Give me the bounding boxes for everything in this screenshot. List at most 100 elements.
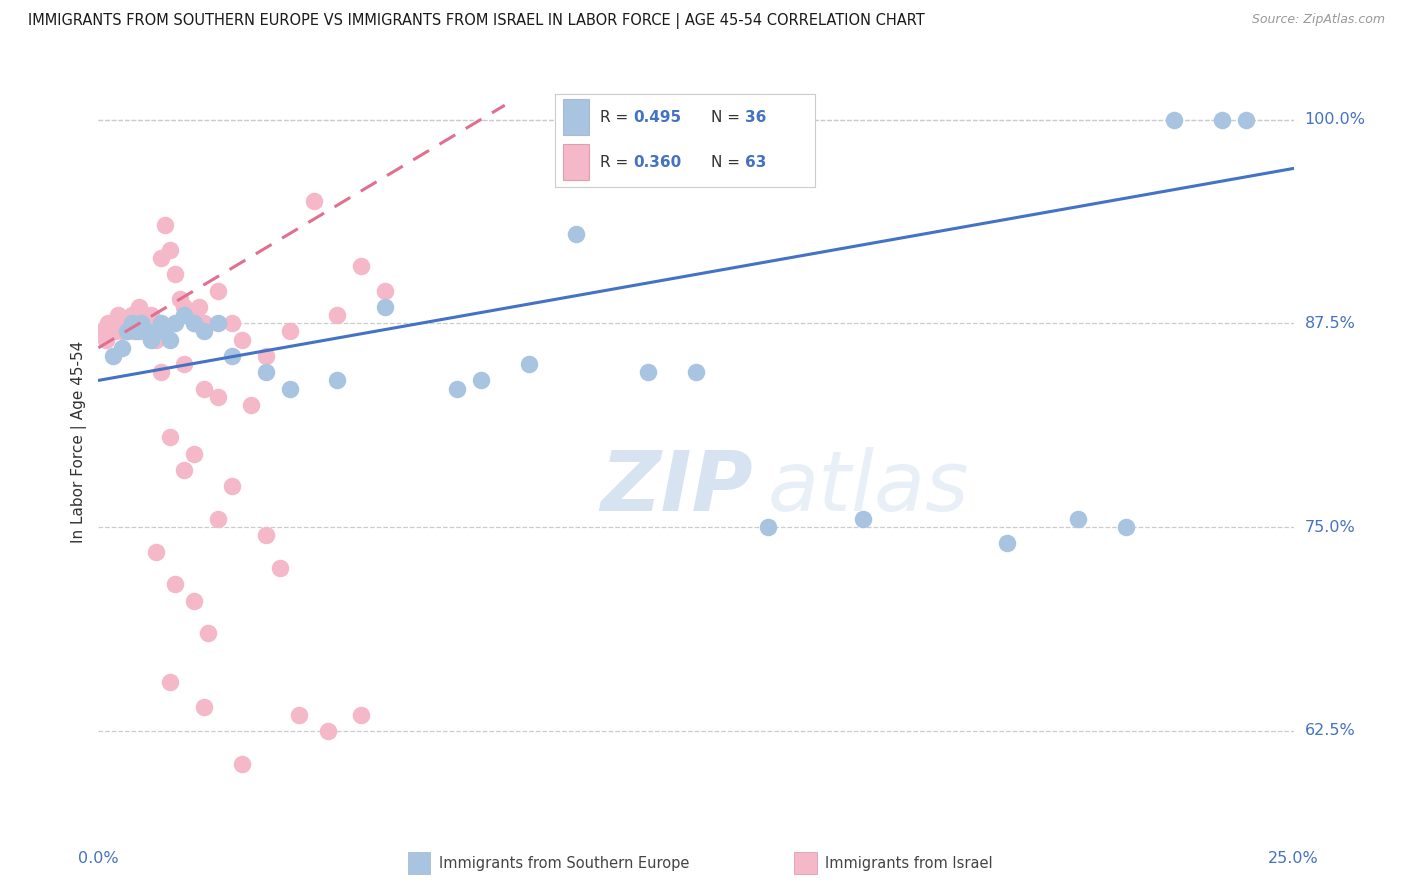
Point	[101, 349, 124, 363]
Point	[207, 316, 229, 330]
Point	[221, 316, 243, 330]
Point	[207, 390, 229, 404]
Point	[132, 316, 155, 330]
Point	[159, 675, 181, 690]
Point	[107, 308, 129, 322]
Point	[278, 382, 301, 396]
Point	[121, 316, 143, 330]
Point	[104, 325, 127, 339]
Point	[685, 365, 707, 379]
Point	[159, 243, 181, 257]
Point	[1115, 520, 1137, 534]
Point	[995, 536, 1018, 550]
Point	[207, 284, 229, 298]
Point	[125, 325, 148, 339]
Point	[108, 316, 131, 330]
Point	[326, 308, 349, 322]
Point	[98, 325, 122, 339]
Point	[565, 227, 588, 241]
Point	[207, 512, 229, 526]
Point	[118, 316, 141, 330]
Point	[135, 325, 157, 339]
Point	[446, 382, 468, 396]
Point	[173, 308, 195, 322]
Point	[139, 333, 162, 347]
Point	[278, 325, 301, 339]
Point	[149, 251, 172, 265]
Point	[138, 316, 160, 330]
Y-axis label: In Labor Force | Age 45-54: In Labor Force | Age 45-54	[72, 341, 87, 542]
Point	[163, 577, 186, 591]
Point	[470, 373, 492, 387]
Point	[302, 194, 325, 208]
Point	[159, 333, 181, 347]
Text: 25.0%: 25.0%	[1268, 851, 1319, 866]
Point	[193, 316, 215, 330]
Point	[149, 316, 172, 330]
Point	[756, 520, 779, 534]
Point	[374, 284, 396, 298]
Point	[197, 626, 219, 640]
Point	[221, 349, 243, 363]
Point	[173, 357, 195, 371]
Point	[163, 268, 186, 282]
Point	[269, 561, 291, 575]
Point	[326, 373, 349, 387]
Text: 62.5%: 62.5%	[1305, 723, 1355, 739]
Point	[131, 325, 153, 339]
Point	[101, 316, 124, 330]
Text: 100.0%: 100.0%	[1305, 112, 1365, 127]
Point	[121, 308, 143, 322]
Bar	[564, 99, 589, 135]
Point	[187, 300, 209, 314]
Point	[149, 365, 172, 379]
Point	[1067, 512, 1090, 526]
Point	[155, 325, 177, 339]
Point	[183, 316, 205, 330]
Text: 75.0%: 75.0%	[1305, 520, 1355, 534]
Point	[193, 382, 215, 396]
Text: Immigrants from Southern Europe: Immigrants from Southern Europe	[439, 856, 689, 871]
Point	[169, 292, 191, 306]
Point	[221, 479, 243, 493]
Point	[145, 333, 167, 347]
Point	[350, 259, 373, 273]
Point	[173, 300, 195, 314]
Text: ZIP: ZIP	[600, 447, 754, 527]
Point	[91, 325, 114, 339]
Point	[94, 333, 117, 347]
Point	[350, 707, 373, 722]
Text: R =: R =	[599, 110, 633, 125]
Point	[1163, 112, 1185, 127]
Text: Immigrants from Israel: Immigrants from Israel	[825, 856, 993, 871]
Text: 0.0%: 0.0%	[79, 851, 118, 866]
Text: 0.360: 0.360	[633, 154, 682, 169]
Point	[231, 756, 253, 771]
Point	[139, 308, 162, 322]
Point	[637, 365, 659, 379]
Point	[114, 316, 136, 330]
Point	[288, 707, 311, 722]
Point	[1234, 112, 1257, 127]
Point	[179, 308, 201, 322]
Point	[145, 325, 167, 339]
Point	[183, 593, 205, 607]
Point	[374, 300, 396, 314]
Point	[183, 447, 205, 461]
Point	[111, 341, 134, 355]
Point	[193, 325, 215, 339]
Point	[115, 325, 138, 339]
Point	[124, 325, 146, 339]
Point	[128, 300, 150, 314]
Text: Source: ZipAtlas.com: Source: ZipAtlas.com	[1251, 13, 1385, 27]
Point	[159, 430, 181, 444]
Text: R =: R =	[599, 154, 633, 169]
Bar	[564, 145, 589, 180]
Point	[1211, 112, 1233, 127]
Text: N =: N =	[711, 110, 745, 125]
Point	[316, 723, 339, 738]
Point	[131, 316, 153, 330]
Point	[254, 349, 277, 363]
Text: 0.495: 0.495	[633, 110, 682, 125]
Point	[97, 316, 120, 330]
